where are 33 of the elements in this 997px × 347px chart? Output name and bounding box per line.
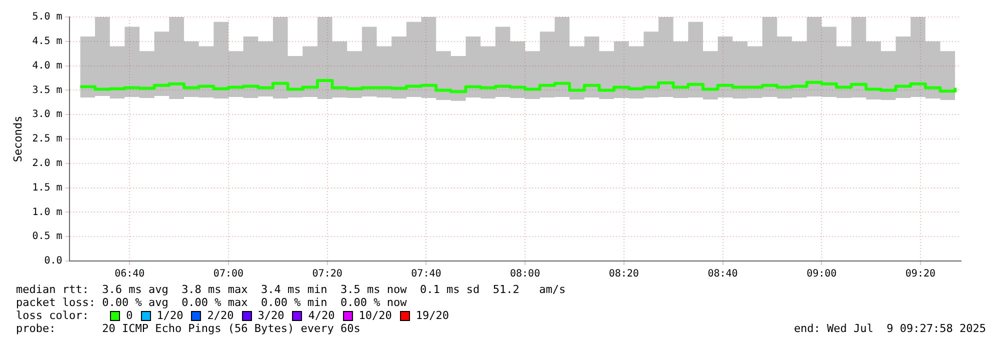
y-tick-label: 1.5 m	[32, 182, 62, 194]
y-tick-label: 4.0 m	[32, 60, 62, 72]
y-tick-label: 5.0 m	[32, 12, 62, 23]
x-tick-label: 07:40	[411, 268, 442, 280]
legend-label: 4/20	[308, 309, 335, 322]
x-tick-label: 08:20	[608, 268, 639, 280]
x-tick-label: 09:20	[905, 268, 936, 280]
y-tick-label: 3.5 m	[32, 84, 62, 96]
y-tick-label: 2.5 m	[32, 134, 62, 145]
legend-label: 10/20	[358, 309, 392, 322]
x-tick-label: 06:40	[114, 268, 145, 280]
x-tick-label: 07:00	[213, 268, 244, 280]
y-tick-label: 0.0	[44, 256, 62, 267]
legend-label: 3/20	[258, 309, 284, 322]
text: median rtt: 3.6 ms avg 3.8 ms max 3.4 ms min 3.5 ms now 0.1 ms sd 51.2 am/s	[16, 283, 567, 296]
legend-label: 0	[126, 309, 133, 322]
x-tick-label: 08:00	[510, 268, 540, 280]
text: end: Wed Jul 9 09:27:58 2025	[794, 322, 986, 335]
y-tick-label: 4.5 m	[32, 36, 62, 47]
y-axis-title: Seconds	[11, 116, 24, 162]
y-tick-label: 3.0 m	[32, 109, 62, 120]
text: probe: 20 ICMP Echo Pings (56 Bytes) every 60s	[16, 322, 360, 335]
x-tick-label: 07:20	[312, 268, 342, 280]
legend-label: 1/20	[156, 309, 184, 322]
y-tick-label: 0.5 m	[32, 231, 62, 242]
y-tick-label: 1.0 m	[32, 206, 62, 218]
x-tick-label: 09:00	[806, 268, 837, 280]
y-tick-label: 2.0 m	[32, 158, 62, 169]
legend-label: 2/20	[207, 309, 234, 322]
legend-label: 19/20	[416, 309, 449, 322]
x-tick-label: 08:40	[708, 268, 738, 280]
text: packet loss: 0.00 % avg 0.00 % max 0.00 % min 0.00 % now	[16, 296, 408, 309]
legend-title: loss color:	[16, 309, 90, 322]
